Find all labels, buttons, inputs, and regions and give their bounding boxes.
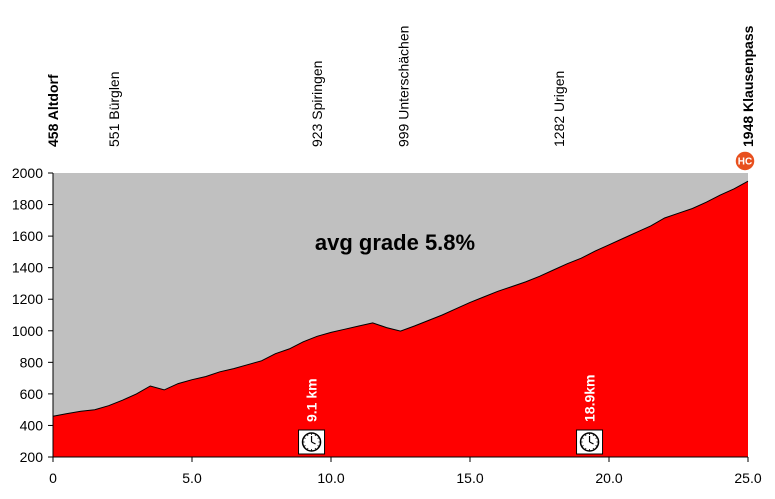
- y-tick-label: 1200: [12, 291, 43, 307]
- y-tick-label: 1600: [12, 228, 43, 244]
- place-label: 1948 Klausenpass: [740, 25, 756, 147]
- x-tick-label: 15.0: [456, 470, 483, 486]
- avg-grade-annotation: avg grade 5.8%: [315, 230, 475, 255]
- y-tick-label: 400: [20, 417, 44, 433]
- place-label: 458 Altdorf: [45, 74, 61, 147]
- axes: [52, 173, 748, 458]
- x-tick-label: 5.0: [182, 470, 202, 486]
- x-tick-label: 10.0: [317, 470, 344, 486]
- hc-badge-label: HC: [738, 157, 752, 168]
- hc-badge-circle: [734, 150, 756, 172]
- distance-marker-label: 9.1 km: [304, 378, 320, 422]
- distance-markers: 9.1 km 18.9km: [298, 375, 604, 455]
- place-label: 923 Spiringen: [309, 61, 325, 147]
- elevation-profile-area: [53, 181, 748, 457]
- clock-icon: [298, 429, 326, 455]
- y-tick-label: 200: [20, 449, 44, 465]
- distance-marker-label: 18.9km: [582, 375, 598, 422]
- x-tick-label: 20.0: [595, 470, 622, 486]
- place-label: 999 Unterschächen: [395, 26, 411, 147]
- x-tick-label: 25.0: [734, 470, 761, 486]
- x-tick-label: 0: [49, 470, 57, 486]
- summit-badge: HC: [734, 150, 756, 172]
- y-tick-label: 1800: [12, 197, 43, 213]
- y-tick-label: 2000: [12, 165, 43, 181]
- elevation-profile-line: [52, 180, 749, 417]
- place-labels: 458 Altdorf 551 Bürglen 923 Spiringen 999 U…: [45, 25, 756, 147]
- y-tick-label: 600: [20, 386, 44, 402]
- clock-icon: [576, 429, 604, 455]
- y-tick-label: 1000: [12, 323, 43, 339]
- x-axis-ticks: 0 5.0 10.0 15.0 20.0 25.0: [49, 457, 762, 486]
- y-axis-ticks: 200 400 600 800 1000 1200 1400 1600 1800 2000: [12, 165, 53, 465]
- y-tick-label: 800: [20, 354, 44, 370]
- place-label: 1282 Urigen: [551, 71, 567, 147]
- y-tick-label: 1400: [12, 260, 43, 276]
- place-label: 551 Bürglen: [106, 71, 122, 147]
